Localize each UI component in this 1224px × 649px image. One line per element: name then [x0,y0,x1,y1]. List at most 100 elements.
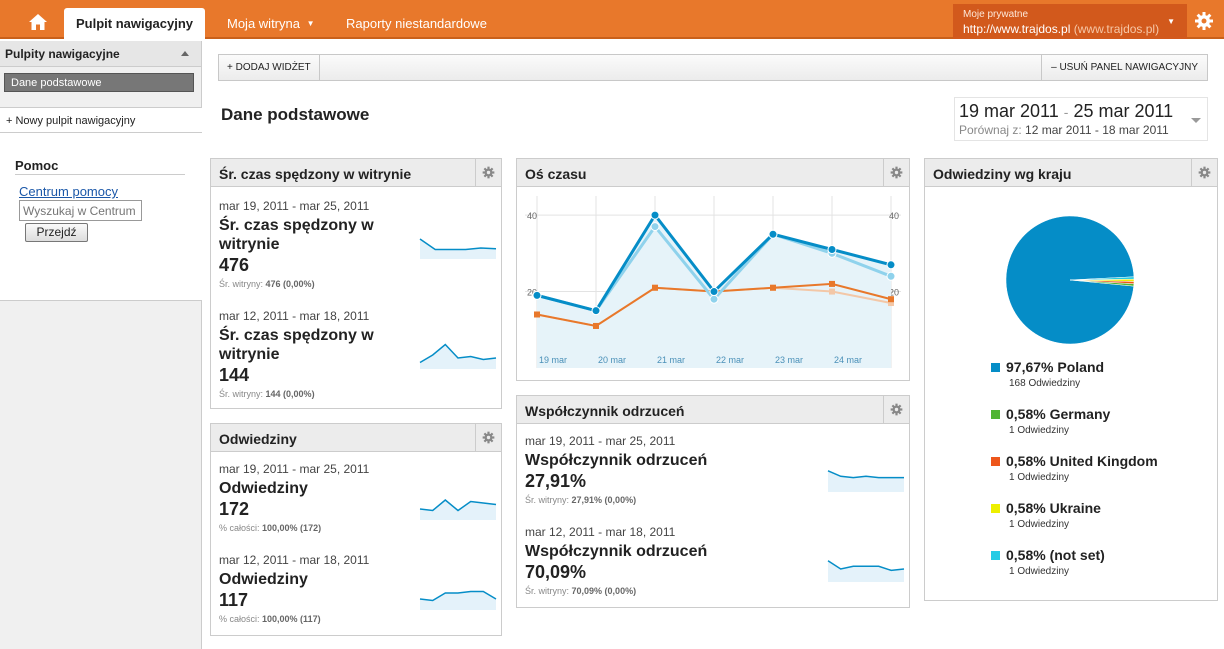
metric-date: mar 12, 2011 - mar 18, 2011 [219,309,370,323]
widget-visits-by-country: Odwiedziny wg kraju 97,67% Poland 168 Odw… [924,158,1218,601]
data-point [827,245,837,255]
legend-sub: 168 Odwiedziny [1009,378,1081,389]
widget-avg-time: Śr. czas spędzony w witrynie mar 19, 201… [210,158,502,409]
sparkline [419,238,497,259]
sparkline [419,590,497,610]
metric-site-avg: Śr. witryny: 27,91% (0,00%) [525,495,637,505]
data-point [768,229,778,239]
metric-value: 117 [219,590,249,610]
data-point [829,280,835,287]
y-tick-label: 40 [527,211,537,221]
x-tick-label: 23 mar [775,355,803,365]
sidebar-header[interactable]: Pulpity nawigacyjne [0,41,201,67]
help-search-input[interactable] [19,200,142,221]
sparkline-line [419,343,497,364]
metric-value: 144 [219,365,250,385]
remove-dashboard-button[interactable]: – USUŃ PANEL NAWIGACYJNY [1041,55,1207,80]
y-tick-label: 40 [889,211,899,221]
metric-value: 27,91% [525,471,587,491]
widget-gear-icon[interactable] [883,396,909,423]
widget-timeline: Oś czasu 40 20 40 20 19 mar 20 mar 21 mar 22 ma… [516,158,910,381]
legend-item: 0,58% United Kingdom 1 Odwiedziny [991,453,1158,483]
metric-site-avg: Śr. witryny: 476 (0,00%) [219,279,315,289]
account-label: Moje prywatne [963,9,1029,20]
pie-slice-poland [1005,215,1135,345]
widget-header: Śr. czas spędzony w witrynie [211,159,501,187]
legend-sub: 1 Odwiedziny [1009,425,1070,436]
data-point [888,300,894,307]
x-tick-label: 19 mar [539,355,567,365]
widget-header: Odwiedziny wg kraju [925,159,1217,187]
sparkline-area [420,591,496,610]
x-tick-label: 24 mar [834,355,862,365]
sparkline-line [827,560,905,572]
metric-previous: mar 12, 2011 - mar 18, 2011 Odwiedziny 1… [219,553,399,624]
widget-gear-icon[interactable] [475,159,501,186]
widget-header: Odwiedziny [211,424,501,452]
legend-label: 0,58% (not set) [1006,547,1105,563]
sparkline [827,560,905,582]
widget-gear-icon[interactable] [1191,159,1217,186]
metric-date: mar 12, 2011 - mar 18, 2011 [219,553,370,567]
widget-title: Śr. czas spędzony w witrynie [219,166,412,182]
metric-name: Śr. czas spędzony w witrynie [219,327,374,363]
data-point [532,290,542,300]
widget-title: Odwiedziny [219,431,297,447]
legend-swatch [991,362,1000,372]
metric-name: Współczynnik odrzuceń [525,452,708,469]
settings-gear-icon[interactable] [1189,6,1219,36]
divider [0,132,202,133]
legend-item: 0,58% (not set) 1 Odwiedziny [991,547,1105,577]
widget-title: Oś czasu [525,166,587,182]
metric-site-avg: % całości: 100,00% (117) [219,614,321,624]
metric-date: mar 19, 2011 - mar 25, 2011 [219,462,370,476]
help-center-link[interactable]: Centrum pomocy [19,184,118,199]
widget-title: Współczynnik odrzuceń [525,403,685,419]
data-point [591,306,601,316]
go-button[interactable]: Przejdź [25,223,88,242]
date-range-picker[interactable]: 19 mar 2011 - 25 mar 2011 Porównaj z: 12… [954,97,1208,141]
data-point [709,294,719,304]
compare-label: Porównaj z: [959,123,1022,137]
tab-custom-reports[interactable]: Raporty niestandardowe [346,16,487,31]
home-icon[interactable] [16,8,60,36]
metric-name: Śr. czas spędzony w witrynie [219,217,374,253]
sparkline-area [828,560,904,582]
metric-site-avg: % całości: 100,00% (172) [219,523,322,533]
metric-current: mar 19, 2011 - mar 25, 2011 Odwiedziny 1… [219,462,399,533]
compare-to: 18 mar 2011 [1102,123,1169,137]
widget-bounce-rate: Współczynnik odrzuceń mar 19, 2011 - mar… [516,395,910,608]
country-pie-chart [1005,215,1135,345]
legend-label: 0,58% Ukraine [1006,500,1101,516]
account-selector[interactable]: Moje prywatne http://www.trajdos.pl (www… [953,4,1187,39]
collapse-arrow-icon[interactable] [181,51,189,56]
add-widget-button[interactable]: + DODAJ WIDŻET [219,55,320,80]
legend-label: 0,58% Germany [1006,406,1111,422]
legend-swatch [991,456,1000,466]
pie-slice--not-set- [1069,276,1135,281]
sidebar-item-basic-data[interactable]: Dane podstawowe [4,73,194,92]
sparkline-line [419,238,497,251]
widget-header: Oś czasu [517,159,909,187]
data-point [534,311,540,318]
data-point [886,260,896,270]
metric-date: mar 19, 2011 - mar 25, 2011 [525,434,676,448]
legend-swatch [991,503,1000,513]
tab-dashboard[interactable]: Pulpit nawigacyjny [64,8,206,39]
data-point [652,284,658,291]
top-navigation-bar: Pulpit nawigacyjny Moja witryna ▼ Raport… [0,0,1224,39]
metric-site-avg: Śr. witryny: 144 (0,00%) [219,389,315,399]
metric-date: mar 12, 2011 - mar 18, 2011 [525,525,676,539]
tab-my-site[interactable]: Moja witryna ▼ [215,8,327,39]
x-tick-label: 20 mar [598,355,626,365]
legend-swatch [991,550,1000,560]
widget-title: Odwiedziny wg kraju [933,166,1072,182]
data-point [770,284,776,291]
timeline-chart: 40 20 40 20 19 mar 20 mar 21 mar 22 mar 23 mar 24… [525,196,901,368]
y-tick-label: 20 [527,288,537,298]
tab-my-site-label: Moja witryna [227,16,300,31]
widget-gear-icon[interactable] [475,424,501,451]
new-dashboard-link[interactable]: + Nowy pulpit nawigacyjny [6,115,136,127]
widget-gear-icon[interactable] [883,159,909,186]
x-tick-label: 21 mar [657,355,685,365]
